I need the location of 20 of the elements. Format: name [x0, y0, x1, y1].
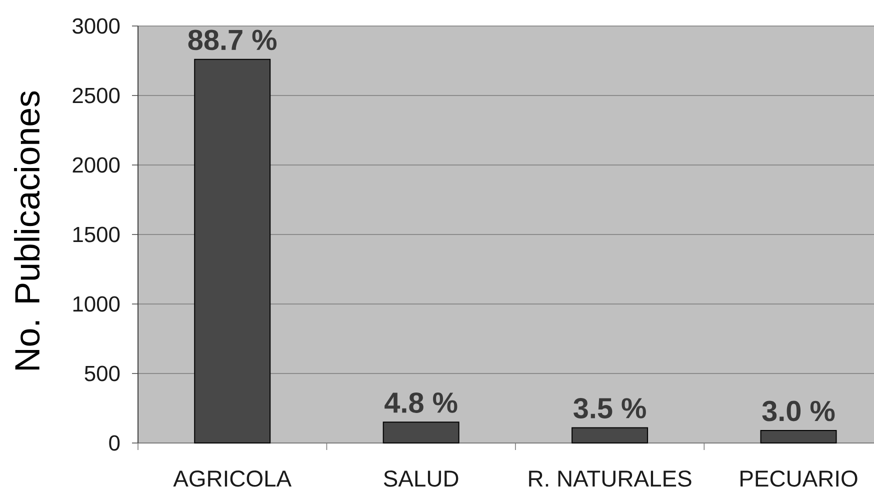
y-tick-label: 500	[84, 366, 120, 382]
annotation: 3.5 %	[574, 398, 646, 419]
y-tick-label: 1000	[73, 296, 120, 312]
y-axis-title: No. Publicaciones	[14, 91, 40, 370]
annotation: 4.8 %	[384, 392, 458, 413]
bar	[382, 422, 460, 444]
y-tick-label: 2000	[72, 157, 120, 173]
bar	[194, 58, 271, 444]
x-tick-label: AGRICOLA	[173, 470, 292, 487]
x-tick-label: R. NATURALES	[529, 470, 692, 487]
y-tick-label: 0	[109, 435, 120, 451]
y-tick-label: 3000	[72, 18, 120, 34]
bar	[572, 427, 648, 444]
bar	[760, 430, 837, 444]
y-tick-label: 2500	[72, 88, 120, 104]
annotation: 88.7 %	[188, 30, 277, 50]
y-tick-label: 1500	[73, 226, 120, 242]
x-tick-label: SALUD	[384, 470, 458, 487]
annotation: 3.0 %	[762, 400, 835, 422]
x-tick-label: PECUARIO	[740, 470, 858, 487]
